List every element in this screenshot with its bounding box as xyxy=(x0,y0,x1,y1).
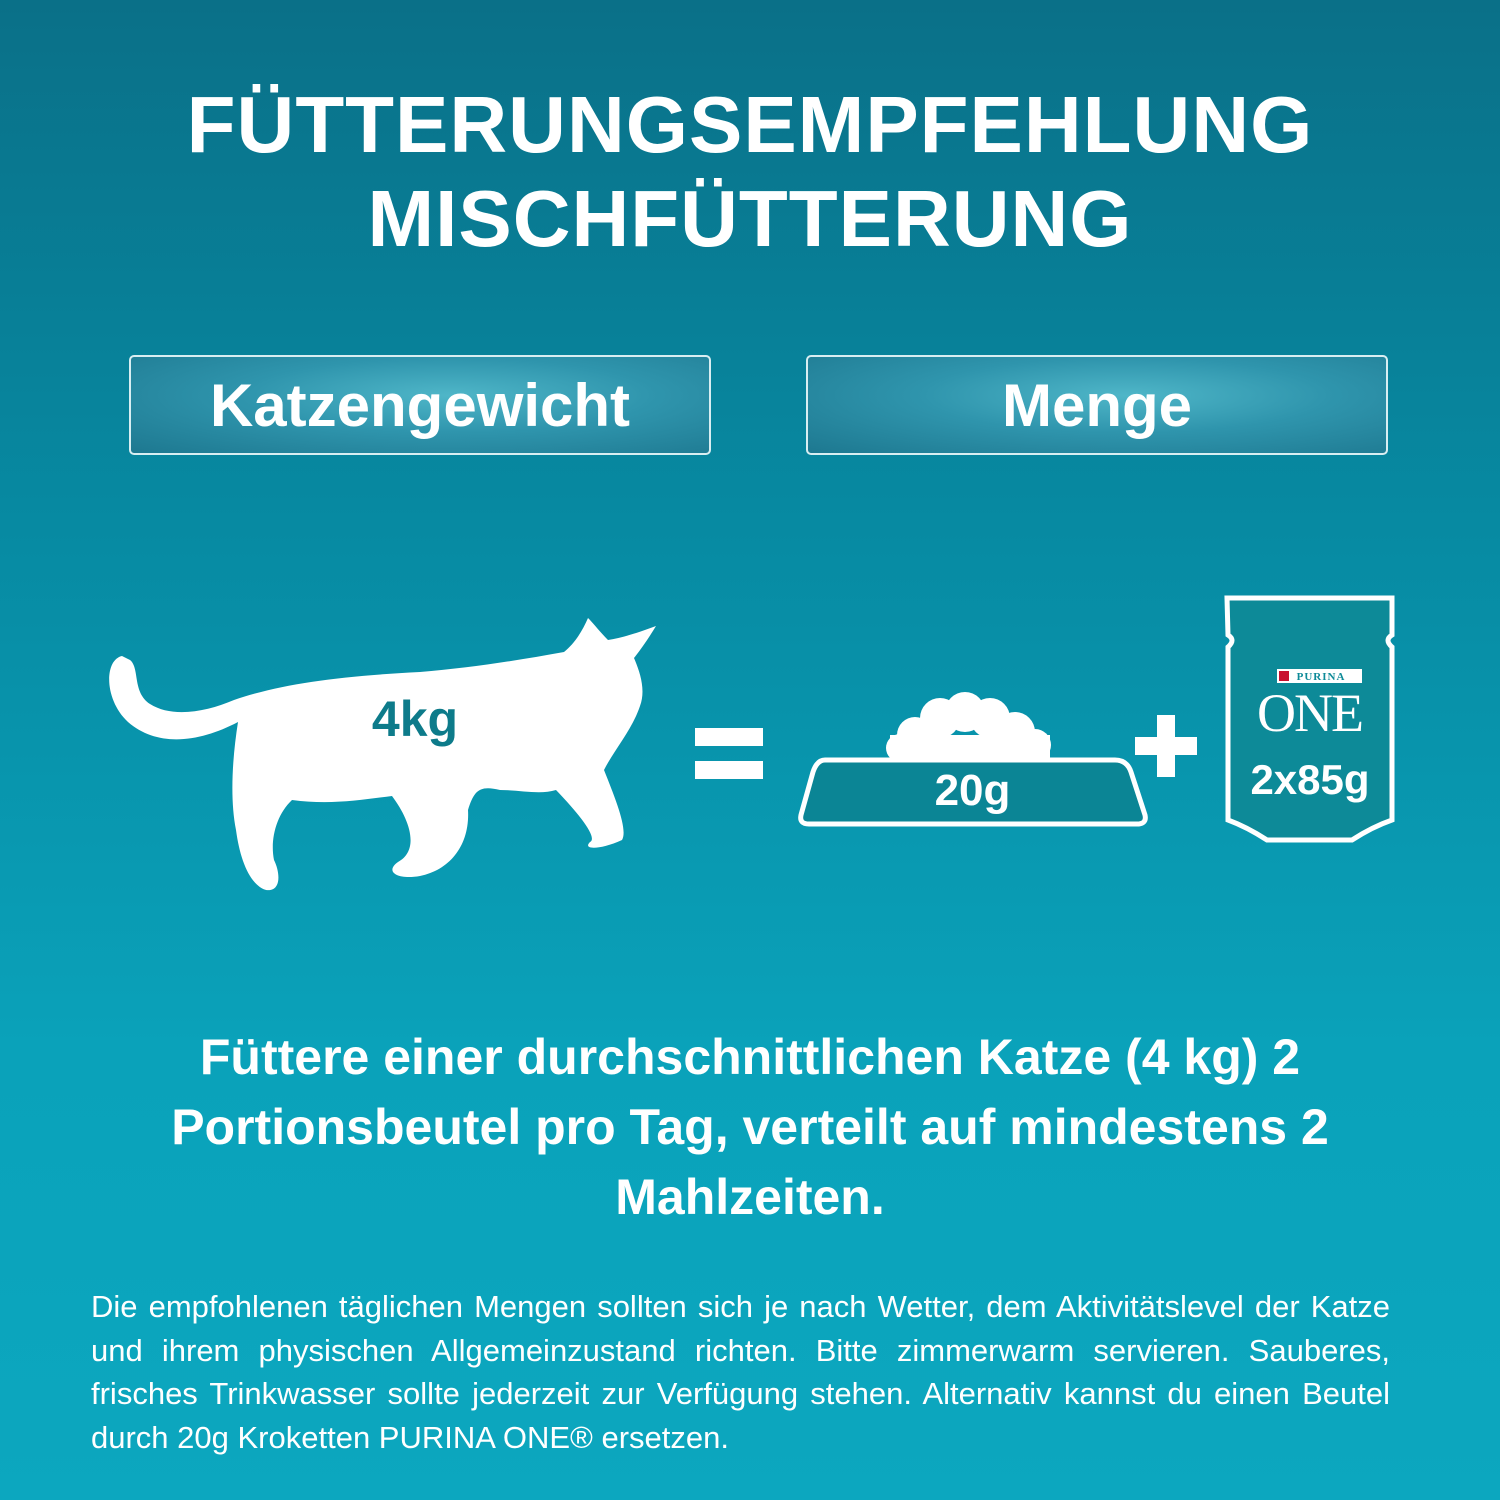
cat-silhouette-icon xyxy=(109,618,656,891)
pouch-amount: 2x85g xyxy=(1250,756,1370,803)
pouch-brand: PURINA xyxy=(1296,671,1346,683)
pouch-product-logo: ONE xyxy=(1257,683,1364,743)
header-amount: Menge xyxy=(806,355,1388,455)
equals-icon xyxy=(695,728,763,779)
food-bowl-icon xyxy=(798,692,1148,827)
title-line-2: MISCHFÜTTERUNG xyxy=(367,174,1133,263)
feeding-instruction: Füttere einer durchschnittlichen Katze (… xyxy=(171,1029,1329,1225)
header-cat-weight: Katzengewicht xyxy=(129,355,711,455)
page-title: FÜTTERUNGSEMPFEHLUNG MISCHFÜTTERUNG xyxy=(0,78,1500,266)
cat-weight-label: 4kg xyxy=(371,691,459,747)
footnote: Die empfohlenen täglichen Mengen sollten… xyxy=(91,1289,1390,1455)
title-line-1: FÜTTERUNGSEMPFEHLUNG xyxy=(186,80,1314,169)
plus-icon xyxy=(1135,715,1197,777)
dry-food-amount: 20g xyxy=(934,766,1011,815)
pouch-icon xyxy=(1224,595,1395,843)
